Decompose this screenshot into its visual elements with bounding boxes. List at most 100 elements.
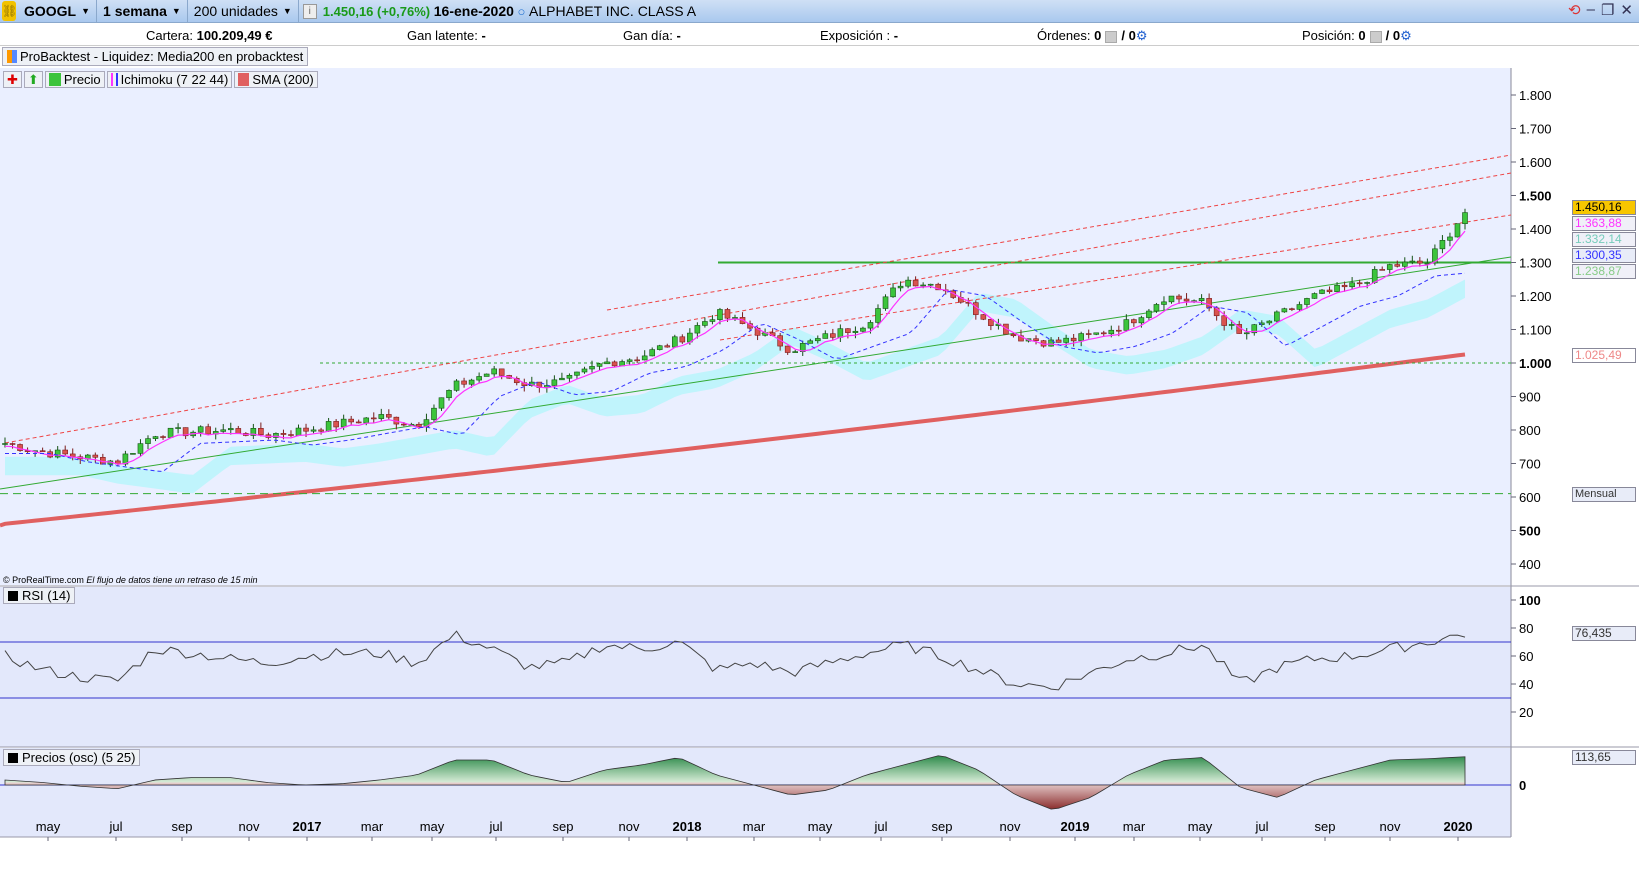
candle: [1078, 333, 1084, 342]
candle: [1168, 295, 1175, 303]
candle: [664, 345, 671, 348]
candle: [1311, 293, 1318, 299]
minimize-icon[interactable]: –: [1586, 1, 1595, 18]
close-position-icon[interactable]: [1369, 30, 1382, 43]
candle: [175, 427, 181, 429]
exposicion-label: Exposición :: [820, 28, 891, 43]
candle: [1379, 269, 1386, 271]
collapse-button[interactable]: ✚: [3, 71, 22, 88]
candle: [476, 376, 482, 381]
candle: [1221, 315, 1227, 326]
candle: [1356, 282, 1363, 285]
candle: [54, 449, 61, 458]
candle: [1146, 310, 1152, 318]
legend-precio-label: Precio: [63, 72, 101, 87]
units-select[interactable]: 200 unidades ▼: [188, 0, 299, 23]
time-axis-label: may: [1188, 819, 1213, 834]
price-tick-label: 1.500: [1519, 189, 1552, 204]
symbol-select[interactable]: GOOGL ▼: [18, 0, 98, 23]
candle: [604, 361, 610, 365]
candle: [724, 309, 731, 319]
candle: [137, 443, 144, 454]
candle: [860, 327, 866, 332]
candle: [1432, 248, 1438, 264]
candle: [717, 309, 723, 320]
legend-ichimoku[interactable]: Ichimoku (7 22 44): [106, 71, 233, 88]
candle: [980, 314, 987, 320]
legend-precio[interactable]: Precio: [44, 71, 105, 88]
candle: [62, 449, 69, 455]
osc-panel-label[interactable]: Precios (osc) (5 25): [3, 749, 141, 766]
candle: [220, 429, 227, 432]
close-icon[interactable]: ✕: [1620, 2, 1633, 19]
chevron-down-icon: ▼: [282, 6, 292, 16]
candle: [205, 426, 211, 435]
osc-value-tag: 113,65: [1572, 750, 1636, 765]
rsi-tick-label: 60: [1519, 649, 1533, 664]
chevron-down-icon: ▼: [171, 6, 181, 16]
candle: [431, 407, 437, 420]
timeframe-select[interactable]: 1 semana ▼: [97, 0, 188, 23]
candle: [288, 434, 294, 436]
posicion-pending: / 0: [1385, 28, 1401, 43]
backtest-label[interactable]: ProBacktest - Liquidez: Media200 en prob…: [2, 47, 309, 66]
candle: [1326, 289, 1333, 293]
candle: [581, 368, 588, 373]
data-credit: © ProRealTime.com El flujo de datos tien…: [3, 575, 257, 585]
refresh-icon[interactable]: ⟲: [1568, 2, 1581, 19]
candle: [1123, 319, 1130, 331]
tenkan-line: [4, 230, 1466, 465]
price-tick-label: 1.800: [1519, 88, 1552, 103]
candle: [634, 359, 640, 362]
candle: [1371, 269, 1378, 283]
candle: [1228, 324, 1235, 326]
link-icon[interactable]: ⛓: [2, 1, 17, 21]
toolbar: ⛓ GOOGL ▼ 1 semana ▼ 200 unidades ▼ i 1.450…: [0, 0, 1639, 23]
time-axis-label: sep: [172, 819, 193, 834]
price-tick-label: 600: [1519, 490, 1541, 505]
rsi-label: RSI (14): [22, 588, 71, 603]
candle: [1176, 295, 1182, 300]
candle: [1281, 308, 1288, 313]
info-icon[interactable]: i: [302, 3, 317, 19]
candle: [1319, 289, 1325, 294]
candle: [182, 427, 189, 437]
time-axis-label: sep: [932, 819, 953, 834]
time-axis-label: mar: [361, 819, 384, 834]
legend-sma-label: SMA (200): [252, 72, 314, 87]
candle: [273, 433, 279, 438]
price-tick-label: 1.300: [1519, 256, 1552, 271]
gear-icon[interactable]: ⚙: [1135, 28, 1148, 43]
restore-icon[interactable]: ❐: [1600, 2, 1615, 19]
rsi-tick-label: 100: [1519, 593, 1541, 608]
candle: [656, 345, 663, 350]
rsi-panel-label[interactable]: RSI (14): [3, 587, 76, 604]
candle: [845, 328, 851, 333]
candle: [160, 436, 166, 438]
candle: [988, 318, 994, 326]
gan-dia-label: Gan día:: [623, 28, 673, 43]
rsi-value-tag: 76,435: [1572, 626, 1636, 641]
candle: [483, 373, 490, 377]
time-axis-label: sep: [553, 819, 574, 834]
candle: [1116, 329, 1122, 332]
candle: [130, 453, 136, 455]
legend-sma[interactable]: SMA (200): [234, 71, 318, 88]
candle: [935, 283, 941, 291]
sma200-line: [0, 352, 1466, 528]
candle: [867, 322, 874, 329]
price-tick-label: 1.700: [1519, 122, 1552, 137]
legend-ichimoku-label: Ichimoku (7 22 44): [120, 72, 229, 87]
candle: [1206, 298, 1212, 309]
candle: [1447, 236, 1453, 241]
arrow-up-icon[interactable]: ⬆: [23, 71, 43, 88]
candle: [152, 436, 159, 439]
gan-latente-label: Gan latente:: [407, 28, 478, 43]
price-tick-label: 800: [1519, 423, 1541, 438]
candle: [295, 427, 302, 436]
candle: [1462, 212, 1468, 224]
price-chart[interactable]: 1.800 1.700 1.600 1.500 1.400 1.300 1.200 1.100…: [0, 68, 1639, 873]
gear-icon[interactable]: ⚙: [1400, 28, 1412, 43]
candle: [1341, 284, 1348, 288]
close-orders-icon[interactable]: [1105, 30, 1118, 43]
